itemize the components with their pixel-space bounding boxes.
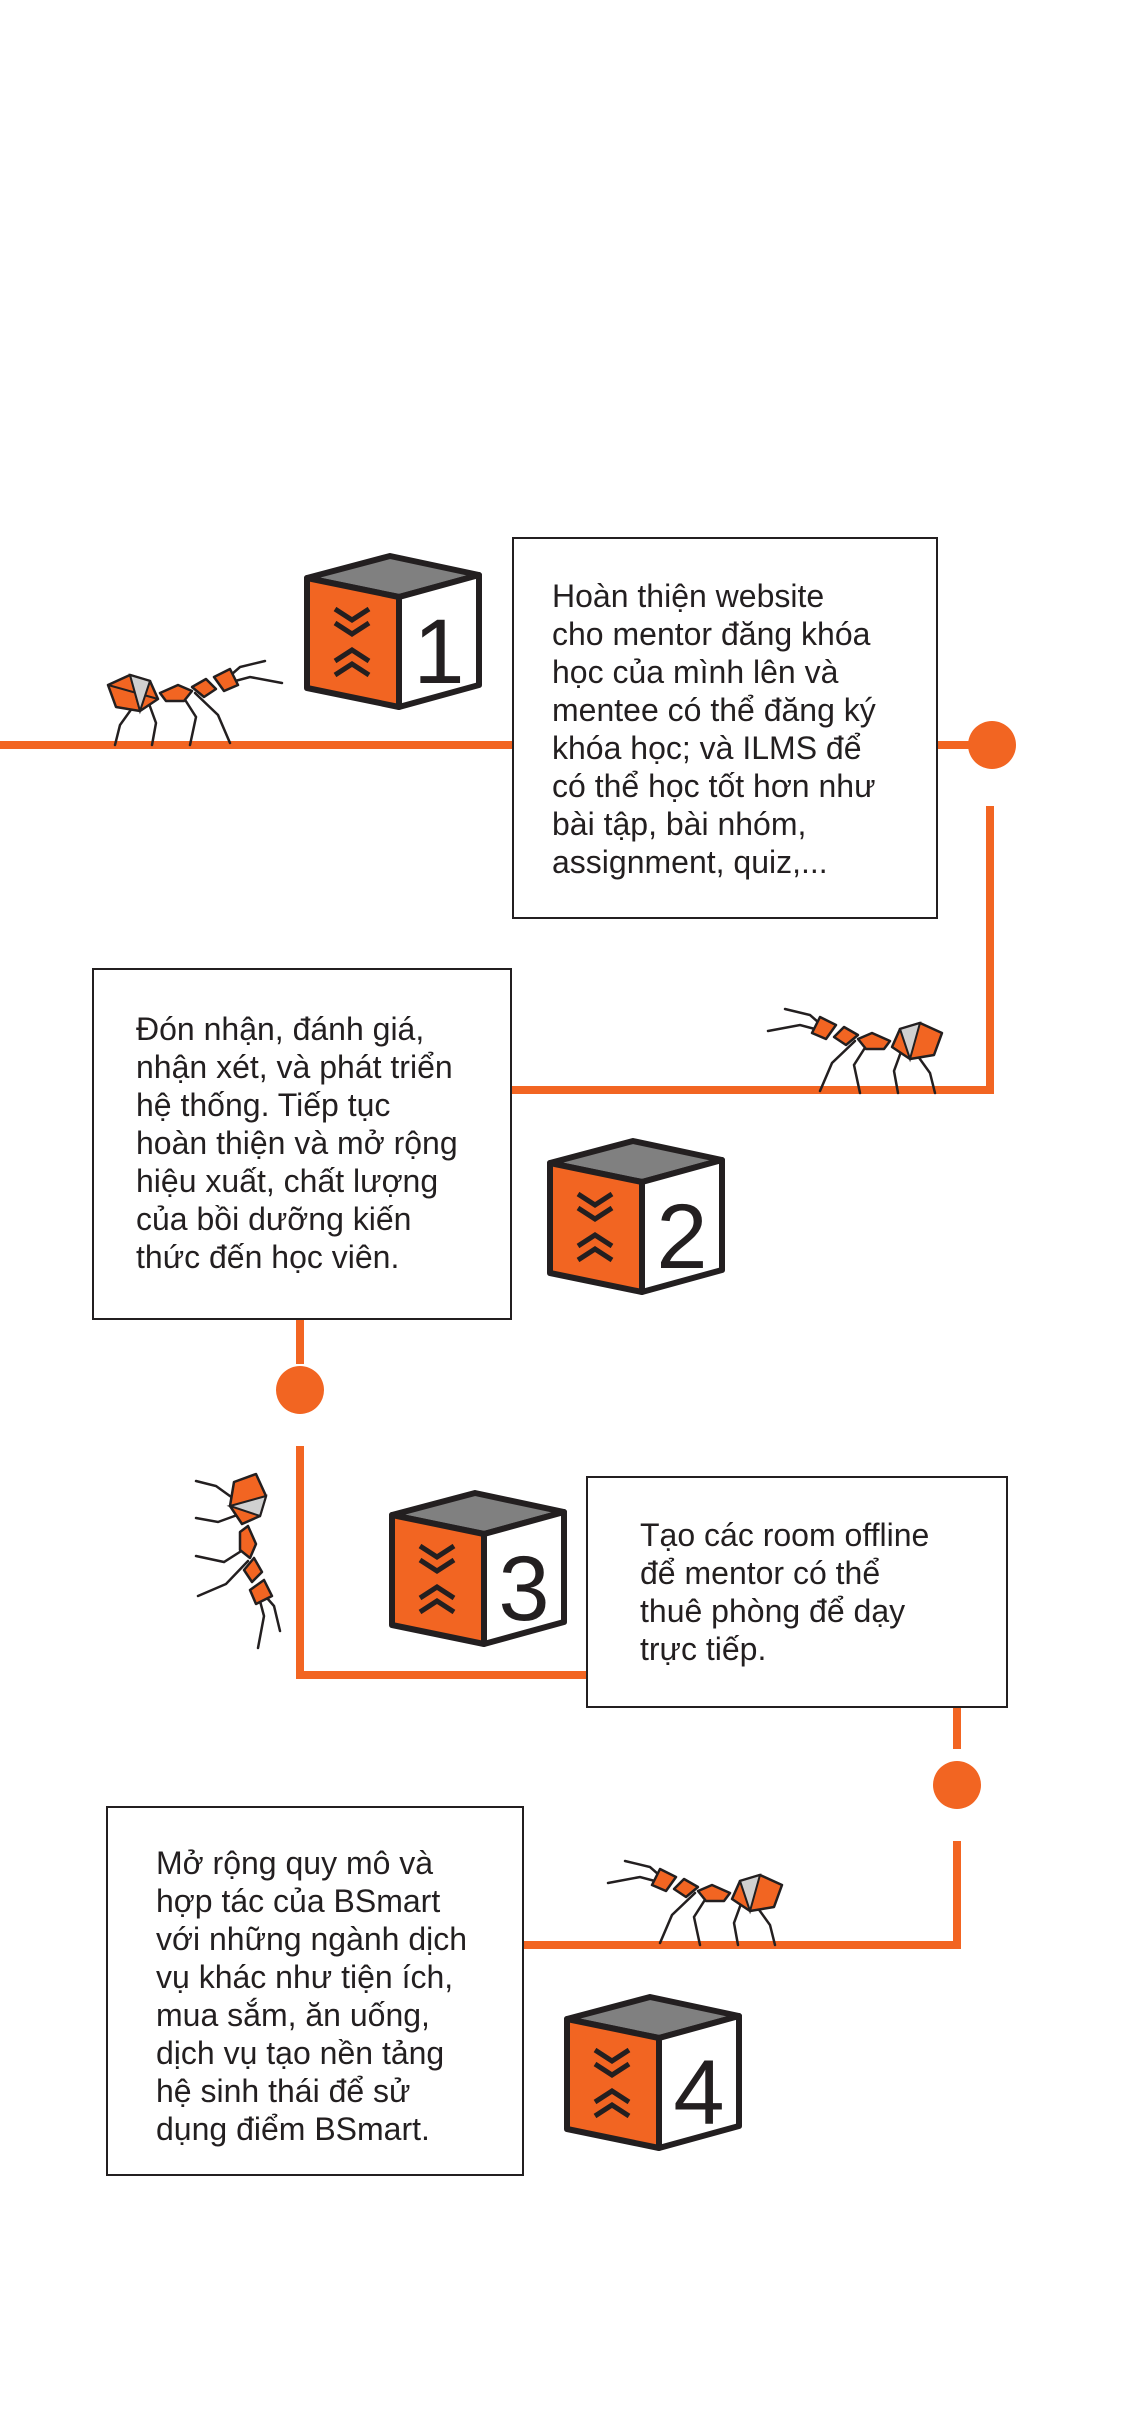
ant-icon (194, 1472, 282, 1650)
logo-chevrons-icon (333, 606, 371, 678)
logo-chevrons-icon (418, 1543, 456, 1615)
path-segment (521, 1841, 961, 1949)
step-number: 4 (673, 2042, 724, 2144)
step-2-text: Đón nhận, đánh giá, nhận xét, và phát tr… (136, 1011, 458, 1275)
logo-chevrons-icon (576, 1191, 614, 1263)
logo-chevrons-icon (593, 2047, 631, 2119)
step-4-text: Mở rộng quy mô và hợp tác của BSmart với… (156, 1845, 468, 2147)
path-segment (296, 1446, 594, 1679)
path-segment (511, 806, 994, 1094)
step-2-textbox: Đón nhận, đánh giá, nhận xét, và phát tr… (92, 968, 512, 1320)
step-number: 3 (498, 1538, 549, 1640)
step-3-cube: 3 (389, 1490, 567, 1647)
path-node (276, 1366, 324, 1414)
ant-icon (106, 659, 284, 747)
step-number: 1 (413, 601, 464, 703)
step-4-cube: 4 (564, 1994, 742, 2151)
step-4-textbox: Mở rộng quy mô và hợp tác của BSmart với… (106, 1806, 524, 2176)
path-node (933, 1761, 981, 1809)
step-1-cube: 1 (304, 553, 482, 710)
step-number: 2 (656, 1186, 707, 1288)
step-3-text: Tạo các room offline để mentor có thể th… (640, 1517, 930, 1667)
step-1-text: Hoàn thiện website cho mentor đăng khóa … (552, 578, 876, 880)
path-node (968, 721, 1016, 769)
step-2-cube: 2 (547, 1138, 725, 1295)
step-3-textbox: Tạo các room offline để mentor có thể th… (586, 1476, 1008, 1708)
ant-icon (766, 1007, 944, 1095)
step-1-textbox: Hoàn thiện website cho mentor đăng khóa … (512, 537, 938, 919)
ant-icon (606, 1859, 784, 1947)
